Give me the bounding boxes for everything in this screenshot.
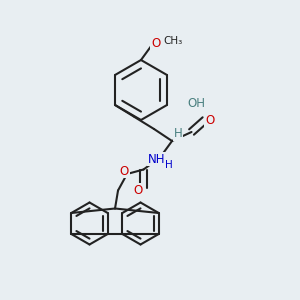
Text: H: H [174,127,182,140]
Text: OH: OH [187,97,205,110]
Text: O: O [152,37,160,50]
Text: H: H [165,160,173,170]
Text: NH: NH [148,152,166,166]
Text: O: O [119,164,129,178]
Text: O: O [205,113,214,127]
Text: O: O [133,184,142,197]
Text: CH₃: CH₃ [163,35,182,46]
